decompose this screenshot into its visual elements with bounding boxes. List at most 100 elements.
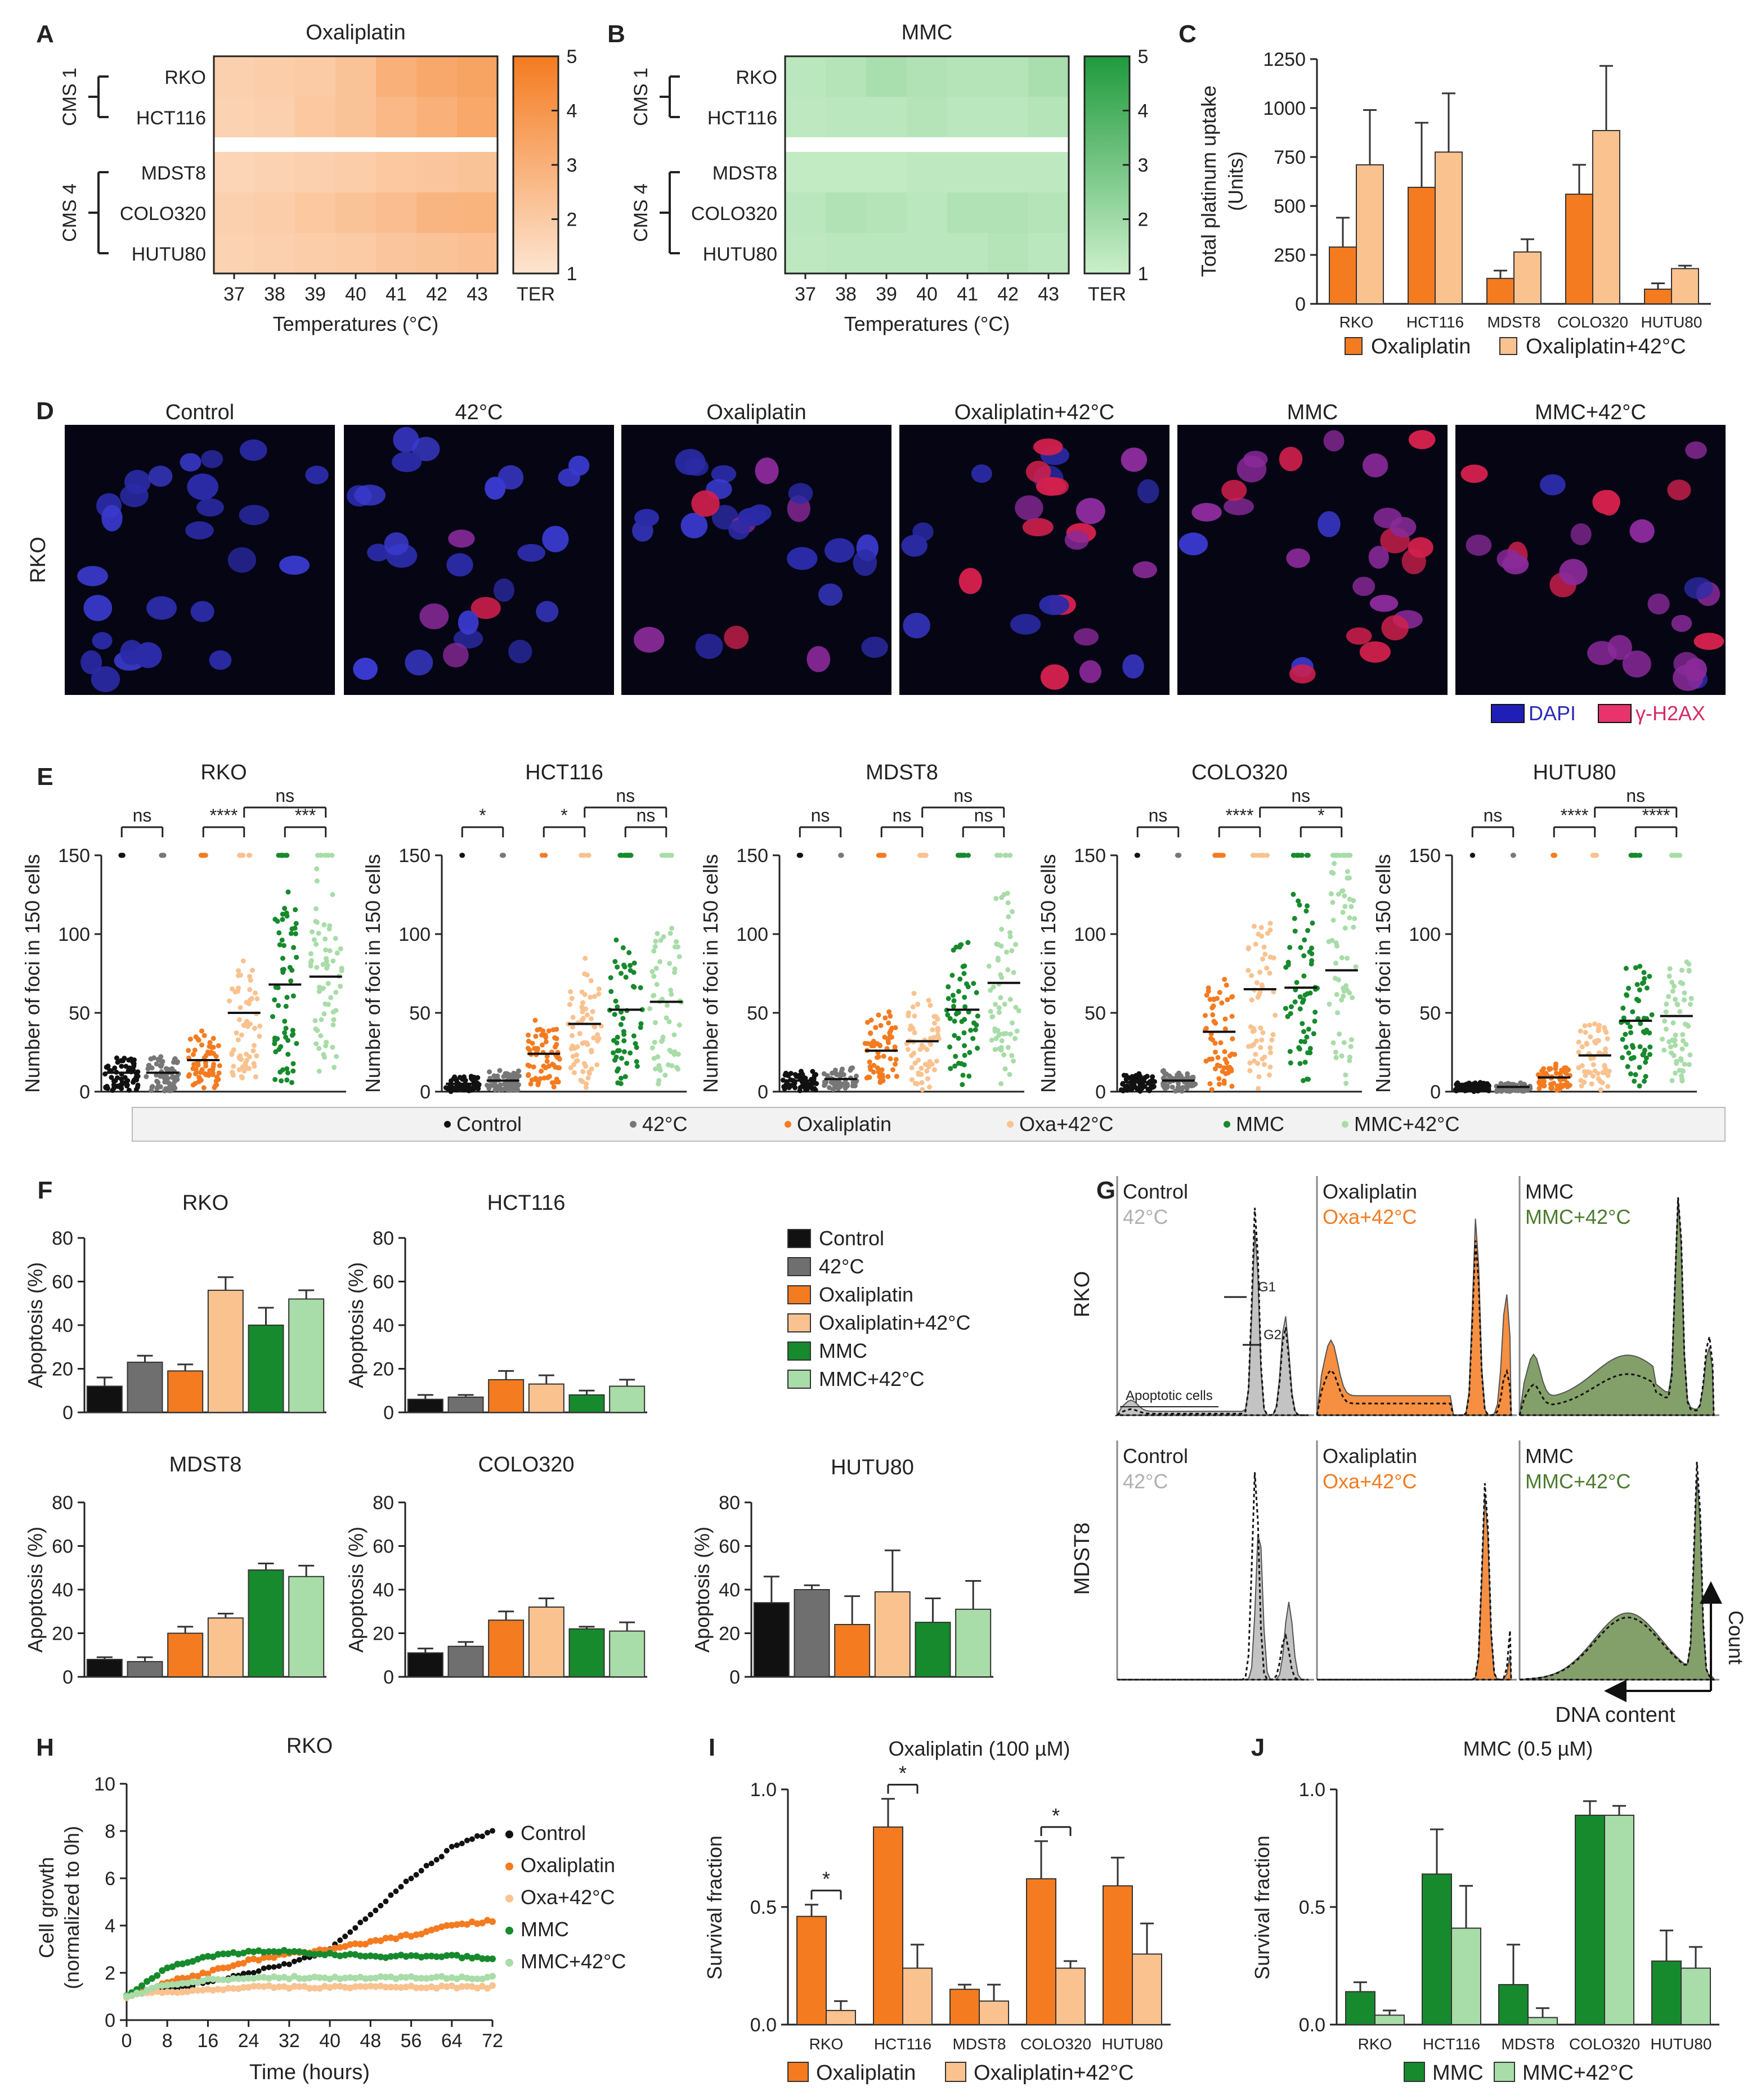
- y-axis-label: (normalized to 0h): [60, 1826, 83, 1989]
- data-point: [239, 1032, 244, 1038]
- data-point: [244, 999, 249, 1005]
- histogram-label-a: Oxaliplatin: [1323, 1180, 1417, 1203]
- data-point: [1213, 1020, 1218, 1026]
- data-point: [1660, 1036, 1665, 1042]
- data-point: [676, 1022, 682, 1028]
- data-point: [580, 1000, 586, 1006]
- heatmap-cell: [785, 233, 826, 274]
- nucleus: [1323, 430, 1345, 452]
- data-point: [1579, 1083, 1584, 1089]
- nucleus: [1221, 479, 1247, 501]
- data-point: [638, 985, 643, 990]
- data-point: [1013, 1004, 1019, 1010]
- data-point: [275, 1036, 280, 1042]
- data-point: [194, 1979, 201, 1986]
- data-point: [352, 1925, 359, 1931]
- histogram-fill: [1316, 1218, 1512, 1416]
- y-tick-label: 0.5: [750, 1897, 777, 1918]
- data-point: [622, 964, 628, 970]
- nucleus: [1179, 532, 1208, 555]
- data-point: [124, 1082, 129, 1087]
- data-point: [539, 1032, 545, 1038]
- data-point: [285, 1052, 291, 1057]
- data-point: [342, 1984, 349, 1991]
- x-tick-label: 8: [162, 2030, 173, 2052]
- data-point: [293, 921, 299, 926]
- legend-dot: [444, 1121, 451, 1128]
- data-point: [664, 1003, 670, 1008]
- dot-cloud: [821, 852, 859, 1092]
- data-point: [128, 1992, 136, 1999]
- heatmap-xtick-label: 37: [223, 284, 245, 305]
- data-point: [247, 1066, 252, 1071]
- data-point: [1640, 1052, 1646, 1058]
- data-point: [998, 995, 1003, 1000]
- data-point: [325, 981, 331, 986]
- survival-bar: [826, 2009, 856, 2025]
- data-point: [378, 1902, 384, 1909]
- data-point: [235, 973, 241, 979]
- data-point: [1300, 1021, 1305, 1026]
- heatmap-cell: [254, 233, 295, 274]
- panel-letter-h: H: [36, 1734, 54, 1761]
- data-point: [301, 1949, 308, 1957]
- data-point: [615, 1034, 620, 1040]
- data-point: [402, 1984, 410, 1991]
- data-point: [1253, 1052, 1258, 1057]
- sig-label: ns: [133, 805, 152, 825]
- data-point: [1647, 973, 1652, 979]
- data-point: [1343, 1080, 1349, 1086]
- data-point: [382, 1973, 389, 1981]
- data-point: [463, 1920, 471, 1928]
- data-point: [1215, 1055, 1221, 1060]
- data-point: [882, 1015, 888, 1021]
- data-point: [210, 1044, 216, 1050]
- data-point: [1626, 985, 1632, 991]
- data-point: [1164, 1085, 1170, 1091]
- data-point: [230, 1949, 237, 1956]
- nucleus: [1496, 549, 1522, 569]
- y-tick-label: 2: [105, 1963, 115, 1984]
- data-point: [236, 1067, 242, 1073]
- heatmap-cell: [988, 152, 1029, 193]
- line-legend-label: MMC: [521, 1918, 569, 1941]
- survival-bar: [1374, 2014, 1405, 2026]
- data-point: [407, 1982, 415, 1990]
- data-point: [337, 1952, 344, 1959]
- data-point: [1562, 1065, 1567, 1071]
- data-point: [204, 1986, 212, 1993]
- data-point: [1150, 1074, 1155, 1080]
- data-point: [492, 1087, 498, 1093]
- legend-swatch-dapi: [1491, 704, 1525, 723]
- bar-legend-label: Oxaliplatin+42°C: [819, 1311, 971, 1334]
- data-point: [613, 998, 619, 1004]
- data-point: [1302, 937, 1307, 943]
- data-point: [133, 1989, 141, 1996]
- nucleus: [92, 632, 113, 650]
- nucleus: [201, 450, 223, 468]
- data-point: [1628, 1024, 1633, 1030]
- y-tick-label: 150: [398, 845, 431, 867]
- data-point: [1343, 1072, 1348, 1078]
- heatmap-cell: [457, 152, 498, 193]
- data-point: [1661, 1047, 1667, 1053]
- nucleus: [508, 639, 532, 663]
- sig-label: *: [1052, 1804, 1060, 1827]
- data-point: [543, 1039, 549, 1044]
- data-point: [331, 1951, 339, 1959]
- data-point: [372, 1975, 379, 1982]
- y-tick-label: 40: [373, 1315, 394, 1336]
- apoptosis-bar: [609, 1630, 646, 1677]
- data-point: [216, 1070, 222, 1076]
- y-tick-label: 0.5: [1299, 1897, 1325, 1918]
- data-point: [449, 1843, 455, 1850]
- data-point: [1579, 1044, 1585, 1049]
- data-point: [1477, 1080, 1483, 1085]
- data-point: [1590, 1062, 1596, 1067]
- y-tick-label: 80: [719, 1492, 740, 1514]
- data-point: [473, 1953, 481, 1960]
- bar-panel-title: MDST8: [169, 1453, 242, 1477]
- data-point: [275, 1975, 283, 1982]
- y-tick-label: 250: [1274, 245, 1306, 266]
- heatmap-row-label: COLO320: [120, 203, 206, 225]
